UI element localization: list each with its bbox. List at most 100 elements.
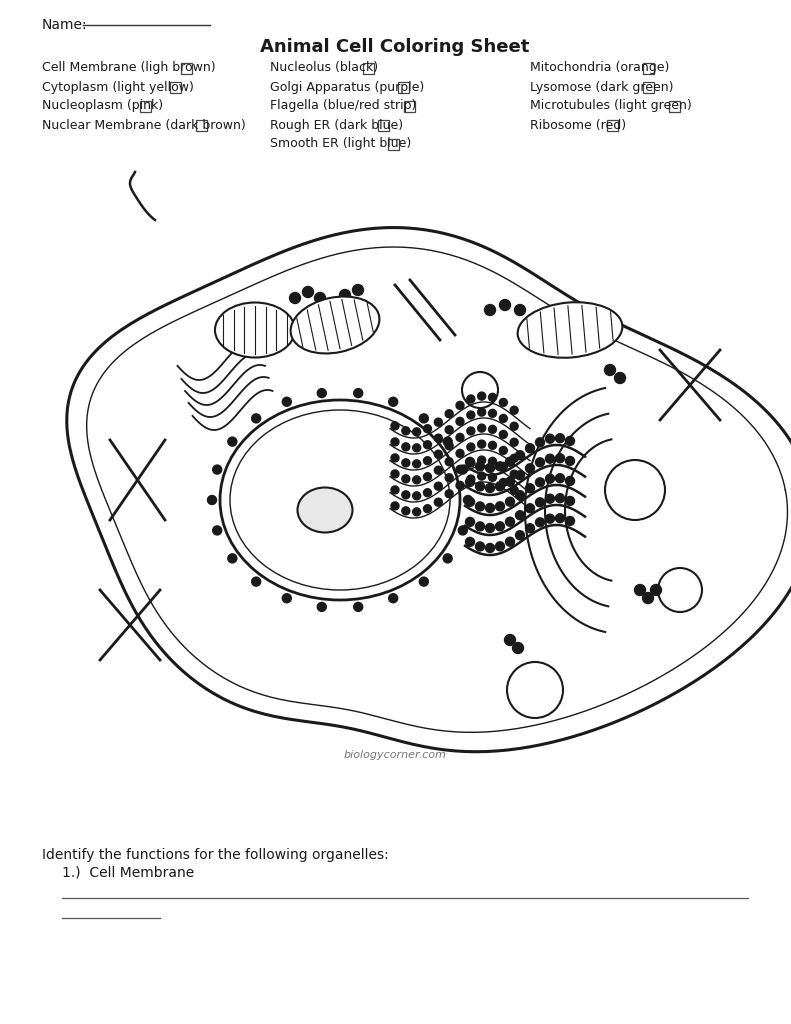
- Circle shape: [282, 397, 291, 407]
- Circle shape: [458, 526, 467, 535]
- Circle shape: [499, 478, 507, 486]
- Circle shape: [489, 458, 497, 465]
- Text: Ribosome (red): Ribosome (red): [530, 119, 626, 131]
- Circle shape: [434, 451, 442, 458]
- Circle shape: [388, 397, 398, 407]
- Circle shape: [467, 443, 475, 451]
- Text: Nucleolus (black): Nucleolus (black): [270, 61, 378, 75]
- Circle shape: [486, 504, 494, 512]
- Circle shape: [290, 293, 301, 303]
- Text: Rough ER (dark blue): Rough ER (dark blue): [270, 119, 403, 131]
- Text: Mitochondria (orange): Mitochondria (orange): [530, 61, 669, 75]
- Circle shape: [402, 490, 410, 499]
- Circle shape: [456, 418, 464, 425]
- Circle shape: [315, 293, 326, 303]
- Circle shape: [423, 488, 432, 497]
- Circle shape: [388, 594, 398, 603]
- Circle shape: [475, 462, 485, 471]
- Circle shape: [434, 482, 442, 490]
- Circle shape: [402, 459, 410, 467]
- Circle shape: [434, 434, 442, 442]
- Text: Microtubules (light green): Microtubules (light green): [530, 99, 692, 113]
- Circle shape: [489, 410, 497, 418]
- Text: 1.)  Cell Membrane: 1.) Cell Membrane: [62, 866, 195, 880]
- Circle shape: [402, 427, 410, 435]
- Circle shape: [467, 475, 475, 483]
- Circle shape: [475, 482, 485, 490]
- Circle shape: [465, 498, 475, 507]
- Ellipse shape: [290, 297, 380, 353]
- Circle shape: [615, 373, 626, 384]
- Circle shape: [510, 407, 518, 415]
- Circle shape: [499, 463, 507, 470]
- Circle shape: [516, 471, 524, 479]
- Circle shape: [555, 514, 565, 522]
- Circle shape: [546, 514, 554, 523]
- Circle shape: [510, 455, 518, 462]
- Circle shape: [566, 457, 574, 466]
- Circle shape: [434, 418, 442, 426]
- Ellipse shape: [297, 487, 353, 532]
- Circle shape: [566, 516, 574, 525]
- Circle shape: [536, 458, 544, 467]
- Circle shape: [456, 433, 464, 441]
- Circle shape: [516, 451, 524, 460]
- Circle shape: [456, 401, 464, 410]
- Text: Golgi Apparatus (purple): Golgi Apparatus (purple): [270, 81, 424, 93]
- Circle shape: [456, 450, 464, 458]
- Circle shape: [302, 287, 313, 298]
- Text: Cytoplasm (light yellow): Cytoplasm (light yellow): [42, 81, 194, 93]
- Circle shape: [505, 538, 514, 546]
- Circle shape: [495, 542, 505, 551]
- Circle shape: [536, 498, 544, 507]
- Circle shape: [499, 415, 507, 423]
- Circle shape: [391, 454, 399, 462]
- Circle shape: [475, 522, 485, 530]
- Circle shape: [207, 496, 217, 505]
- Circle shape: [423, 425, 432, 433]
- Circle shape: [282, 594, 291, 603]
- Circle shape: [478, 392, 486, 400]
- Circle shape: [413, 428, 421, 436]
- Circle shape: [566, 497, 574, 506]
- Circle shape: [510, 470, 518, 478]
- Circle shape: [485, 304, 495, 315]
- Circle shape: [443, 554, 452, 563]
- Circle shape: [555, 474, 565, 482]
- Circle shape: [478, 424, 486, 432]
- Circle shape: [546, 495, 554, 503]
- Circle shape: [391, 470, 399, 478]
- Circle shape: [467, 427, 475, 435]
- Text: Identify the functions for the following organelles:: Identify the functions for the following…: [42, 848, 388, 862]
- Text: Name:: Name:: [42, 18, 88, 32]
- Circle shape: [505, 498, 514, 506]
- Circle shape: [505, 635, 516, 645]
- Circle shape: [499, 398, 507, 407]
- Circle shape: [525, 483, 535, 493]
- Circle shape: [510, 438, 518, 446]
- Circle shape: [413, 443, 421, 452]
- Circle shape: [391, 502, 399, 510]
- Circle shape: [339, 290, 350, 300]
- Circle shape: [445, 458, 453, 466]
- Circle shape: [546, 434, 554, 443]
- Circle shape: [566, 476, 574, 485]
- Circle shape: [413, 492, 421, 500]
- Circle shape: [423, 473, 432, 480]
- Circle shape: [525, 523, 535, 532]
- Circle shape: [499, 430, 507, 438]
- Text: biologycorner.com: biologycorner.com: [343, 750, 446, 760]
- Ellipse shape: [215, 302, 295, 357]
- Circle shape: [445, 426, 453, 434]
- Circle shape: [510, 486, 518, 495]
- Circle shape: [514, 304, 525, 315]
- Circle shape: [391, 486, 399, 494]
- Circle shape: [495, 502, 505, 511]
- Circle shape: [423, 457, 432, 465]
- Circle shape: [252, 578, 261, 586]
- Circle shape: [354, 388, 363, 397]
- Circle shape: [516, 530, 524, 540]
- Circle shape: [475, 542, 485, 551]
- Circle shape: [465, 458, 475, 466]
- Circle shape: [486, 483, 494, 493]
